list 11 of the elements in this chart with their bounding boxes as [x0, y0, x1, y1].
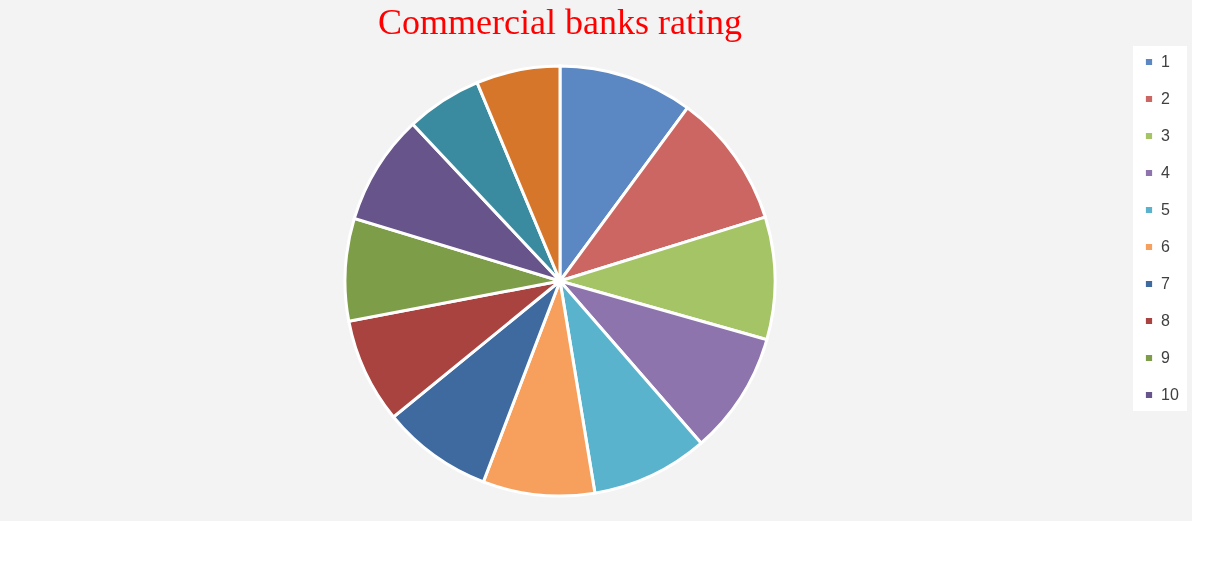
- legend-label: 5: [1161, 201, 1170, 218]
- legend-label: 1: [1161, 53, 1170, 70]
- legend-label: 9: [1161, 349, 1170, 366]
- legend-label: 6: [1161, 238, 1170, 255]
- legend-label: 4: [1161, 164, 1170, 181]
- legend-label: 2: [1161, 90, 1170, 107]
- legend-label: 10: [1161, 386, 1179, 403]
- legend-label: 8: [1161, 312, 1170, 329]
- legend-label: 3: [1161, 127, 1170, 144]
- legend-label: 7: [1161, 275, 1170, 292]
- chart-title: Commercial banks rating: [378, 2, 742, 42]
